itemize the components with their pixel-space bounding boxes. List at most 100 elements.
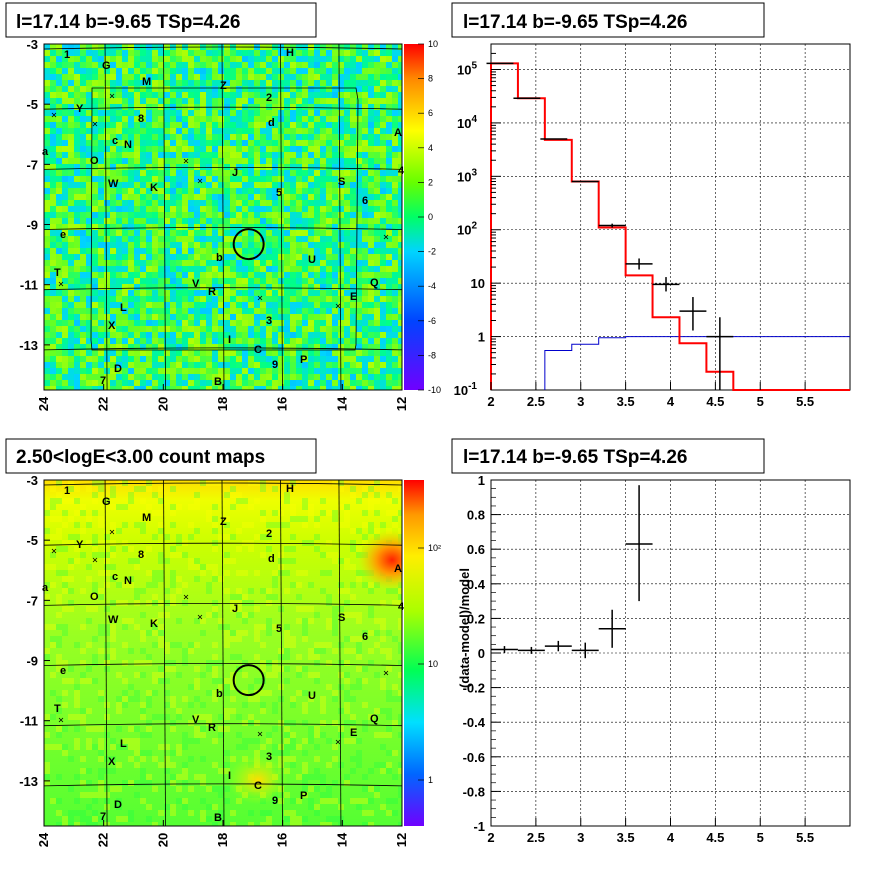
source-label: G bbox=[102, 60, 111, 72]
residuals-y-ticks: 1 0.8 0.6 0.4 0.2 0 -0.2 -0.4 -0.6 -0.8 -1 bbox=[463, 473, 501, 834]
source-label: S bbox=[338, 612, 345, 624]
x-tick-label: 5 bbox=[757, 394, 764, 409]
source-label: 4 bbox=[398, 165, 405, 177]
source-label: b bbox=[216, 688, 223, 700]
source-label: R bbox=[208, 722, 216, 734]
data-point bbox=[679, 297, 707, 331]
source-label: 1 bbox=[64, 49, 70, 61]
y-tick-label: -3 bbox=[26, 37, 38, 52]
source-label: 5 bbox=[276, 623, 282, 635]
source-label: d bbox=[268, 553, 275, 565]
spectrum-x-ticks: 2 2.5 3 3.5 4 4.5 5 5.5 bbox=[487, 382, 814, 409]
y-tick-label: -5 bbox=[26, 97, 38, 112]
source-label: I bbox=[228, 770, 231, 782]
x-tick-label: 5 bbox=[757, 830, 764, 845]
y-tick-label: -5 bbox=[26, 533, 38, 548]
x-tick-label: 12 bbox=[394, 397, 409, 411]
source-label: 8 bbox=[138, 549, 144, 561]
source-label: B bbox=[214, 812, 222, 824]
target-circle-count bbox=[232, 664, 265, 697]
y-tick-label: 1 bbox=[478, 330, 485, 345]
x-tick-label: 18 bbox=[215, 397, 230, 411]
y-tick-label: -11 bbox=[20, 278, 38, 293]
source-label: Z bbox=[220, 516, 227, 528]
residual-points bbox=[491, 485, 653, 659]
spectrum-grid bbox=[491, 44, 850, 390]
colorbar-tick-label: 2 bbox=[428, 177, 433, 187]
colorbar-tick-label: 0 bbox=[428, 212, 433, 222]
colorbar-tick-label: -2 bbox=[428, 247, 436, 257]
x-tick-label: 4.5 bbox=[706, 394, 724, 409]
x-tick-label: 4 bbox=[667, 830, 675, 845]
residuals-grid bbox=[491, 480, 850, 826]
source-label: a bbox=[42, 582, 49, 594]
data-point bbox=[625, 258, 653, 270]
source-label: O bbox=[90, 591, 99, 603]
x-tick-label: 24 bbox=[36, 396, 51, 411]
source-label: Y bbox=[76, 539, 84, 551]
source-label: V bbox=[192, 714, 200, 726]
colorbar-tick-label: 10² bbox=[428, 543, 441, 553]
source-label: T bbox=[54, 703, 61, 715]
x-tick-label: 22 bbox=[96, 397, 111, 411]
y-tick-label: -1 bbox=[473, 819, 485, 834]
y-tick-label: -7 bbox=[26, 593, 38, 608]
source-label: Q bbox=[370, 713, 379, 725]
source-label: A bbox=[394, 127, 402, 139]
residual-map-y-ticks: -3 -5 -7 -9 -11 -13 bbox=[19, 37, 50, 353]
data-point bbox=[706, 317, 734, 390]
source-label: L bbox=[120, 738, 127, 750]
x-tick-label: 3 bbox=[577, 394, 584, 409]
x-tick-label: 2.5 bbox=[527, 830, 545, 845]
colorbar-tick-label: -4 bbox=[428, 281, 436, 291]
source-label: Y bbox=[76, 103, 84, 115]
colorbar-tick-label: 1 bbox=[428, 775, 433, 785]
x-tick-label: 14 bbox=[334, 396, 349, 411]
residuals-y-axis-label: (data-model)/model bbox=[457, 568, 472, 688]
source-label: c bbox=[112, 135, 118, 147]
residual-point bbox=[517, 646, 545, 654]
source-labels: 1 G M Z H Y 8 2 d Aa c N O J 4 W K 5 S 6 e b U T VR Q E LX 3 I C9 P D7 B bbox=[42, 47, 405, 388]
source-label: O bbox=[90, 155, 99, 167]
source-label: 5 bbox=[276, 187, 282, 199]
x-tick-label: 22 bbox=[96, 833, 111, 847]
count-map-coordinate-grid bbox=[44, 480, 402, 826]
y-tick-label: -7 bbox=[26, 157, 38, 172]
source-label: 6 bbox=[362, 195, 368, 207]
residual-colorbar: 10 8 6 4 2 0 -2 -4 -6 -8 -10 bbox=[404, 39, 441, 395]
colorbar-tick-label: 10 bbox=[428, 39, 438, 49]
source-label: D bbox=[114, 799, 122, 811]
y-tick-label: 105 bbox=[457, 60, 477, 77]
y-tick-label: -3 bbox=[26, 473, 38, 488]
colorbar-tick-label: -10 bbox=[428, 385, 441, 395]
count-map-y-ticks: -3 -5 -7 -9 -11 -13 bbox=[19, 473, 50, 789]
source-label: M bbox=[142, 76, 151, 88]
x-tick-label: 16 bbox=[275, 397, 290, 411]
source-label: 7 bbox=[100, 375, 106, 387]
residual-map-coordinate-grid bbox=[44, 44, 402, 390]
colorbar-tick-label: 6 bbox=[428, 108, 433, 118]
source-label: L bbox=[120, 302, 127, 314]
source-label: 4 bbox=[398, 601, 405, 613]
data-points bbox=[486, 62, 734, 390]
y-tick-label: -0.4 bbox=[463, 715, 486, 730]
residuals-title-box bbox=[451, 438, 765, 474]
count-colorbar-scale bbox=[404, 480, 424, 826]
x-tick-label: 16 bbox=[275, 833, 290, 847]
residual-colorbar-scale bbox=[404, 44, 424, 390]
source-label: P bbox=[300, 354, 307, 366]
residual-point bbox=[544, 640, 572, 652]
x-tick-label: 4.5 bbox=[706, 830, 724, 845]
y-tick-label: -9 bbox=[26, 218, 38, 233]
x-tick-label: 3.5 bbox=[617, 394, 635, 409]
colorbar-tick-label: 8 bbox=[428, 74, 433, 84]
source-label: Q bbox=[370, 277, 379, 289]
source-label: a bbox=[42, 146, 49, 158]
x-tick-label: 14 bbox=[334, 832, 349, 847]
count-colorbar: 10² 10 1 bbox=[404, 480, 441, 826]
y-tick-label: 0.2 bbox=[467, 611, 485, 626]
